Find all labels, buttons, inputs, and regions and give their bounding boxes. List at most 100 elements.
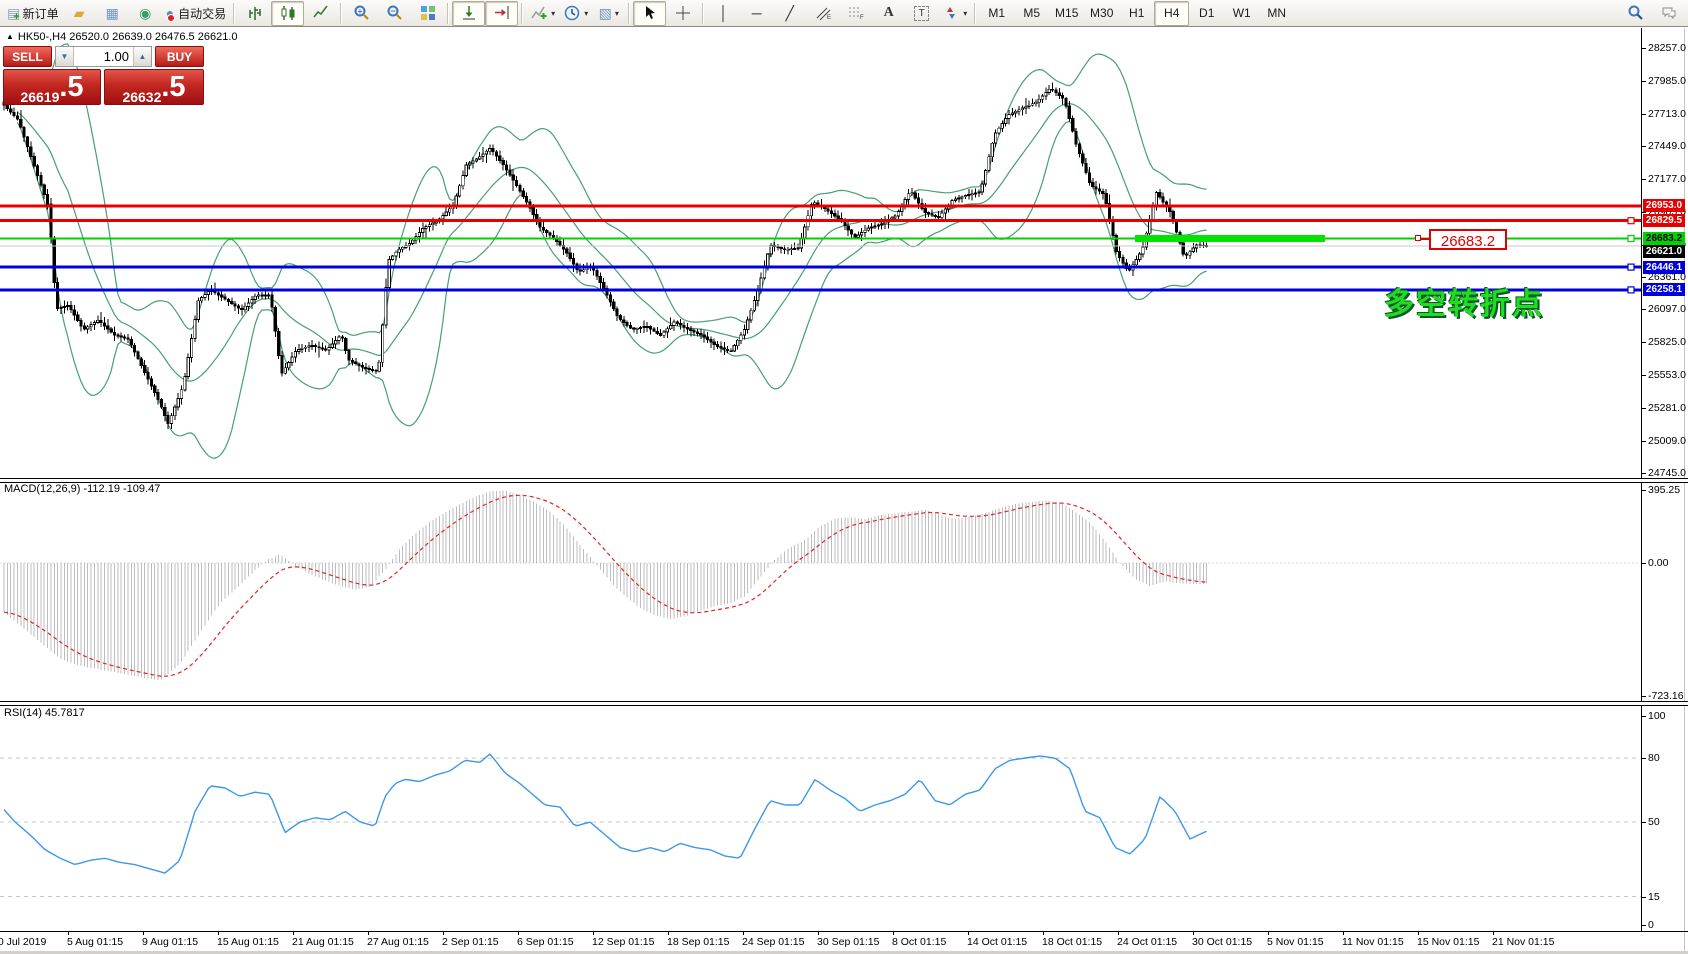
time-tick-mark [368,931,369,935]
hline-handle[interactable] [1627,286,1635,294]
chevron-down-icon: ▾ [614,8,619,18]
line-chart-icon [312,4,330,22]
tile-icon [419,4,437,22]
periods-button[interactable]: ▾ [559,1,592,26]
price-tick-mark [1641,81,1646,82]
main-price-pane[interactable] [0,28,1641,479]
price-badge-26446.1: 26446.1 [1643,261,1685,274]
buy-price-main: 26632 [122,89,162,105]
fibonacci-button[interactable]: F [839,1,872,26]
bar-chart-button[interactable] [238,1,271,26]
svg-text:E: E [827,15,831,21]
hline-handle[interactable] [1627,217,1635,225]
eraser-button[interactable]: ▰ [63,1,96,26]
timeframe-w1-button-label: W1 [1232,6,1251,20]
time-tick-label: 6 Sep 01:15 [517,936,574,948]
trendline-button[interactable]: ╱ [773,1,806,26]
crosshair-button[interactable] [666,1,699,26]
macd-tick-label: -723.16 [1648,690,1684,702]
price-badge-26683.2: 26683.2 [1643,232,1685,245]
macd-pane[interactable] [0,481,1641,702]
thick-green-trend-segment[interactable] [1135,235,1325,242]
cursor-button[interactable] [633,0,667,26]
timeframe-m30-button[interactable]: M30 [1084,1,1119,26]
timeframe-d1-button[interactable]: D1 [1189,1,1224,26]
timeframe-h1-button[interactable]: H1 [1119,1,1154,26]
chart-shift-button[interactable] [485,0,519,26]
price-tick-mark [1641,441,1646,442]
zoom-in-button[interactable]: + [345,1,378,26]
volume-decrease-button[interactable]: ▼ [56,47,74,66]
price-tick-label: 25009.0 [1648,435,1686,447]
auto-trading-button[interactable]: ● 自动交易 [162,1,230,26]
candlestick-chart-button[interactable] [271,0,305,26]
timeframe-m1-button-label: M1 [988,6,1006,20]
volume-increase-button[interactable]: ▲ [133,47,151,66]
vertical-line-button[interactable]: │ [707,1,740,26]
arrows-button[interactable]: ▾ [938,1,971,26]
time-tick-mark [1118,931,1119,935]
chat-button[interactable] [1652,1,1685,26]
buy-button[interactable]: BUY [155,46,204,67]
zoom-out-button[interactable]: − [378,1,411,26]
price-tick-mark [1641,146,1646,147]
volume-stepper[interactable]: ▼ 1.00 ▲ [55,46,152,67]
equidistant-channel-button[interactable]: E [806,1,839,26]
price-tick-label: 25825.0 [1648,336,1686,348]
auto-scroll-button[interactable] [452,0,486,26]
pane-divider-rsi[interactable] [0,701,1688,706]
macd-signal-line [3,494,1207,677]
time-tick-mark [668,931,669,935]
time-tick-label: 14 Oct 01:15 [967,936,1028,948]
hline-handle[interactable] [1627,234,1635,243]
timeframe-m15-button-label: M15 [1055,6,1079,20]
timeframe-m1-button[interactable]: M1 [979,1,1014,26]
price-badge-26258.1: 26258.1 [1643,283,1685,296]
timeframe-w1-button[interactable]: W1 [1224,1,1259,26]
time-tick-label: 11 Nov 01:15 [1342,936,1404,948]
callout-anchor-handle[interactable] [1415,235,1421,241]
horizontal-line-button[interactable]: ─ [740,1,773,26]
bollinger-lower [16,120,1207,459]
chart-objects[interactable] [1135,235,1325,242]
chart-window-button[interactable]: ▦ [96,1,129,26]
text-label-icon: T [914,5,930,21]
timeframe-h1-button-label: H1 [1129,6,1145,20]
pane-divider-macd[interactable] [0,478,1688,483]
timeframe-m15-button[interactable]: M15 [1049,1,1084,26]
timeframe-m5-button[interactable]: M5 [1014,1,1049,26]
rsi-tick-mark [1641,758,1646,759]
time-tick-mark [1268,931,1269,935]
sell-price-display[interactable]: 26619.5 [3,69,101,105]
price-tick-mark [1641,342,1646,343]
rsi-pane[interactable] [0,704,1641,931]
signal-icon: ◉ [139,5,152,21]
chart-annotation-text[interactable]: 多空转折点 [1384,288,1544,321]
text-label-button[interactable]: T [905,1,938,26]
volume-input[interactable]: 1.00 [103,49,129,64]
collapse-one-click-icon[interactable]: ▲ [6,32,14,41]
time-tick-mark [1043,931,1044,935]
timeframe-mn-button[interactable]: MN [1259,1,1294,26]
toolbar-separator [447,2,450,24]
time-tick-mark [1493,931,1494,935]
line-chart-button[interactable] [304,1,337,26]
tile-windows-button[interactable] [411,1,444,26]
time-tick-label: 24 Sep 01:15 [742,936,805,948]
timeframe-m30-button-label: M30 [1090,6,1114,20]
price-callout-label[interactable]: 26683.2 [1429,229,1507,250]
buy-price-display[interactable]: 26632.5 [104,69,204,105]
signal-button[interactable]: ◉ [129,1,162,26]
new-order-button[interactable]: ▤ + 新订单 [3,1,63,26]
window-bottom-edge [0,951,1688,954]
sell-button[interactable]: SELL [3,46,52,67]
indicators-button[interactable]: ▾ [526,1,559,26]
horizontal-level-lines[interactable] [0,204,1641,294]
timeframe-h4-button[interactable]: H4 [1154,0,1190,26]
templates-button[interactable]: ▧ ▾ [592,1,625,26]
timeframe-m5-button-label: M5 [1023,6,1041,20]
time-tick-mark [1343,931,1344,935]
search-button[interactable] [1619,1,1652,26]
hline-handle[interactable] [1627,263,1635,271]
text-button[interactable]: A [872,1,905,26]
